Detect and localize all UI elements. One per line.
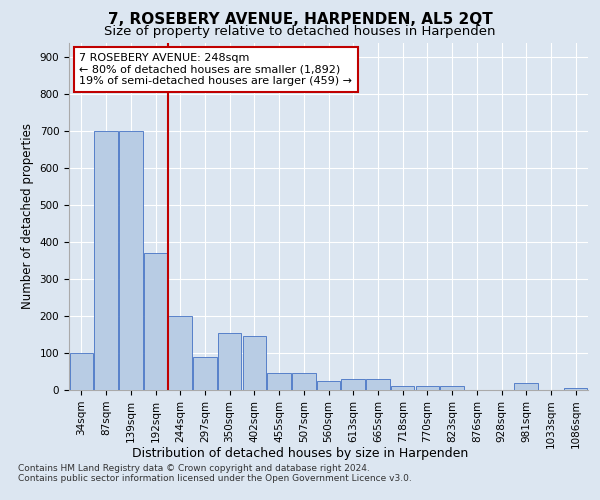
Bar <box>317 381 340 390</box>
Text: Contains HM Land Registry data © Crown copyright and database right 2024.
Contai: Contains HM Land Registry data © Crown c… <box>18 464 412 483</box>
Bar <box>242 336 266 390</box>
Bar <box>440 386 464 390</box>
Bar <box>268 374 291 390</box>
Bar <box>169 316 192 390</box>
Bar <box>119 131 143 390</box>
Bar <box>416 386 439 390</box>
Text: Distribution of detached houses by size in Harpenden: Distribution of detached houses by size … <box>132 448 468 460</box>
Bar <box>341 379 365 390</box>
Bar <box>514 382 538 390</box>
Bar <box>94 131 118 390</box>
Bar <box>193 356 217 390</box>
Y-axis label: Number of detached properties: Number of detached properties <box>21 123 34 309</box>
Text: 7, ROSEBERY AVENUE, HARPENDEN, AL5 2QT: 7, ROSEBERY AVENUE, HARPENDEN, AL5 2QT <box>107 12 493 28</box>
Bar <box>292 374 316 390</box>
Bar <box>218 332 241 390</box>
Text: Size of property relative to detached houses in Harpenden: Size of property relative to detached ho… <box>104 25 496 38</box>
Bar <box>70 353 93 390</box>
Bar <box>144 253 167 390</box>
Bar <box>391 386 415 390</box>
Bar <box>564 388 587 390</box>
Bar <box>366 379 389 390</box>
Text: 7 ROSEBERY AVENUE: 248sqm
← 80% of detached houses are smaller (1,892)
19% of se: 7 ROSEBERY AVENUE: 248sqm ← 80% of detac… <box>79 53 352 86</box>
